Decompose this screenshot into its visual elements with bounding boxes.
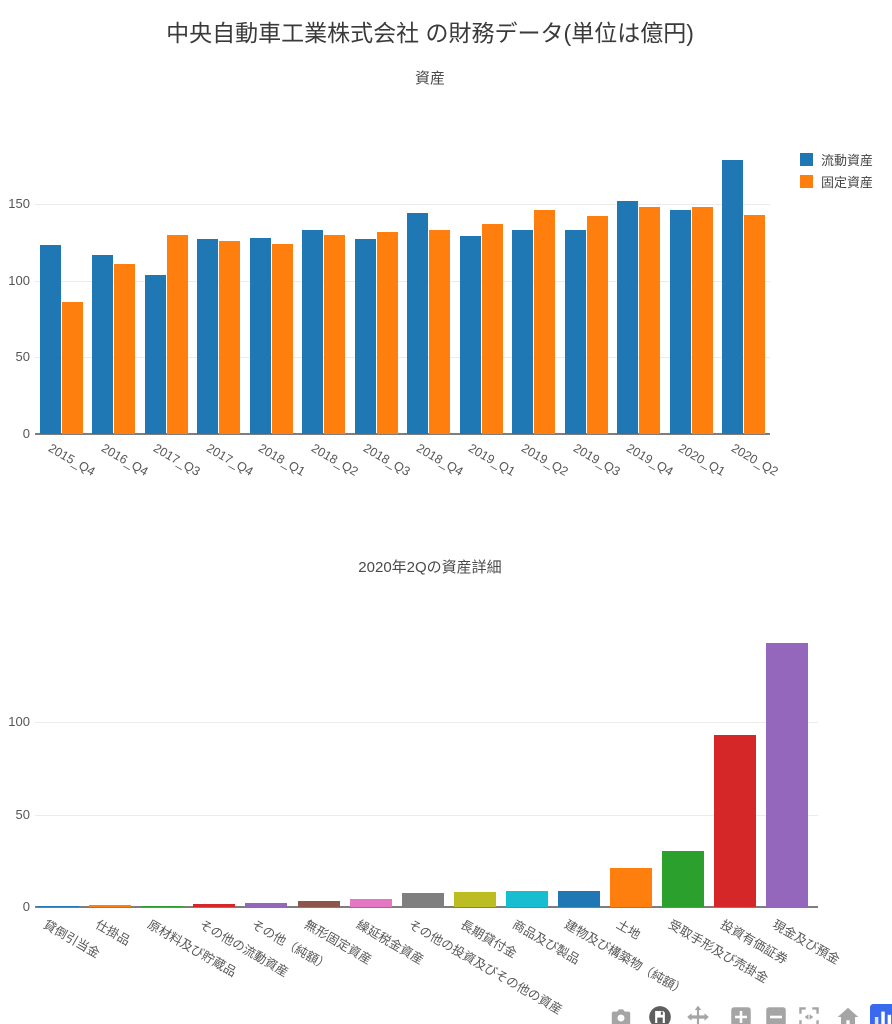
y-tick-label: 0 [22,899,30,914]
assets-chart-title: 資産 [414,70,445,87]
bar-current-assets[interactable] [92,254,113,434]
legend-item-fixed-assets[interactable]: 固定資産 [800,172,873,191]
bar-asset-item[interactable] [89,905,132,907]
x-tick-label: 2018_Q4 [413,441,466,479]
x-tick-label: 2019_Q1 [466,441,518,479]
bar-fixed-assets[interactable] [639,207,660,434]
bar-asset-item[interactable] [505,891,548,907]
bar-fixed-assets[interactable] [691,207,713,434]
gridline [35,814,818,816]
bar-current-assets[interactable] [249,237,271,434]
zoom-out-icon[interactable] [763,1004,789,1024]
y-tick-label: 50 [15,806,30,822]
y-tick-label: 100 [8,714,30,729]
x-tick-label: 2015_Q4 [46,441,98,479]
bar-current-assets[interactable] [354,239,376,434]
x-tick-label: 2019_Q3 [571,441,623,479]
bar-current-assets[interactable] [722,159,743,434]
bar-current-assets[interactable] [564,230,586,434]
bar-fixed-assets[interactable] [219,240,240,434]
bar-asset-item[interactable] [245,903,288,907]
x-tick-label: 2019_Q2 [518,441,571,479]
pan-icon[interactable] [685,1004,711,1024]
legend-label: 固定資産 [821,175,874,190]
bar-current-assets[interactable] [459,236,481,434]
bar-current-assets[interactable] [512,230,533,434]
y-tick-label: 0 [22,426,30,441]
bar-asset-item[interactable] [453,892,496,907]
gridline [35,280,770,282]
bar-asset-item[interactable] [766,642,809,907]
autoscale-icon[interactable] [796,1004,822,1024]
bar-fixed-assets[interactable] [166,234,188,434]
bar-fixed-assets[interactable] [429,230,450,434]
bar-fixed-assets[interactable] [481,223,503,434]
y-tick-label: 50 [15,349,30,365]
bar-asset-item[interactable] [610,867,653,907]
legend-item-current-assets[interactable]: 流動資産 [800,150,873,169]
bar-asset-item[interactable] [714,735,757,907]
bar-fixed-assets[interactable] [324,234,345,434]
plotly-logo-icon[interactable] [870,1004,892,1024]
legend-swatch [800,153,813,166]
bar-asset-item[interactable] [193,903,236,907]
page-title: 中央自動車工業株式会社 の財務データ(単位は億円) [166,20,694,46]
bar-current-assets[interactable] [302,230,323,434]
x-tick-label: 2018_Q2 [308,441,361,479]
x-tick-label: 2020_Q2 [728,441,781,479]
home-icon[interactable] [835,1004,861,1024]
x-tick-label: 2016_Q4 [98,441,151,479]
bar-fixed-assets[interactable] [586,216,608,434]
x-tick-label: 土地 [614,917,643,943]
bar-fixed-assets[interactable] [534,210,555,434]
bar-asset-item[interactable] [558,890,600,907]
bar-fixed-assets[interactable] [744,214,765,434]
x-tick-label: 2018_Q3 [361,441,413,479]
camera-icon[interactable] [608,1004,634,1024]
bar-asset-item[interactable] [349,899,392,907]
bar-asset-item[interactable] [141,905,184,907]
bar-current-assets[interactable] [407,213,428,434]
assets-detail-chart-title: 2020年2Qの資産詳細 [358,559,502,576]
bar-current-assets[interactable] [669,210,691,434]
zoom-in-icon[interactable] [728,1004,754,1024]
x-tick-label: 2017_Q4 [203,441,256,479]
bar-fixed-assets[interactable] [271,243,293,434]
bar-asset-item[interactable] [401,893,444,907]
legend-swatch [800,175,813,188]
x-tick-label: 2020_Q1 [676,441,728,479]
bar-asset-item[interactable] [297,900,340,907]
x-tick-label: 貸倒引当金 [41,917,103,961]
gridline [35,204,770,205]
y-tick-label: 150 [8,196,30,211]
bar-current-assets[interactable] [617,200,638,434]
bar-fixed-assets[interactable] [114,263,135,434]
gridline [35,357,770,359]
x-axis-line [35,906,818,908]
bar-current-assets[interactable] [197,239,218,434]
x-tick-label: 2017_Q3 [151,441,203,479]
y-tick-label: 100 [8,272,30,288]
bar-current-assets[interactable] [39,245,61,434]
x-tick-label: 2019_Q4 [623,441,676,479]
legend-label: 流動資産 [821,153,874,168]
bar-asset-item[interactable] [37,906,79,908]
bar-current-assets[interactable] [144,274,166,434]
x-tick-label: 2018_Q1 [256,441,308,479]
bar-fixed-assets[interactable] [61,302,83,434]
gridline [35,722,818,723]
bar-fixed-assets[interactable] [376,231,398,434]
x-axis-line [35,433,770,435]
save-icon[interactable] [647,1004,673,1024]
bar-asset-item[interactable] [662,851,705,907]
